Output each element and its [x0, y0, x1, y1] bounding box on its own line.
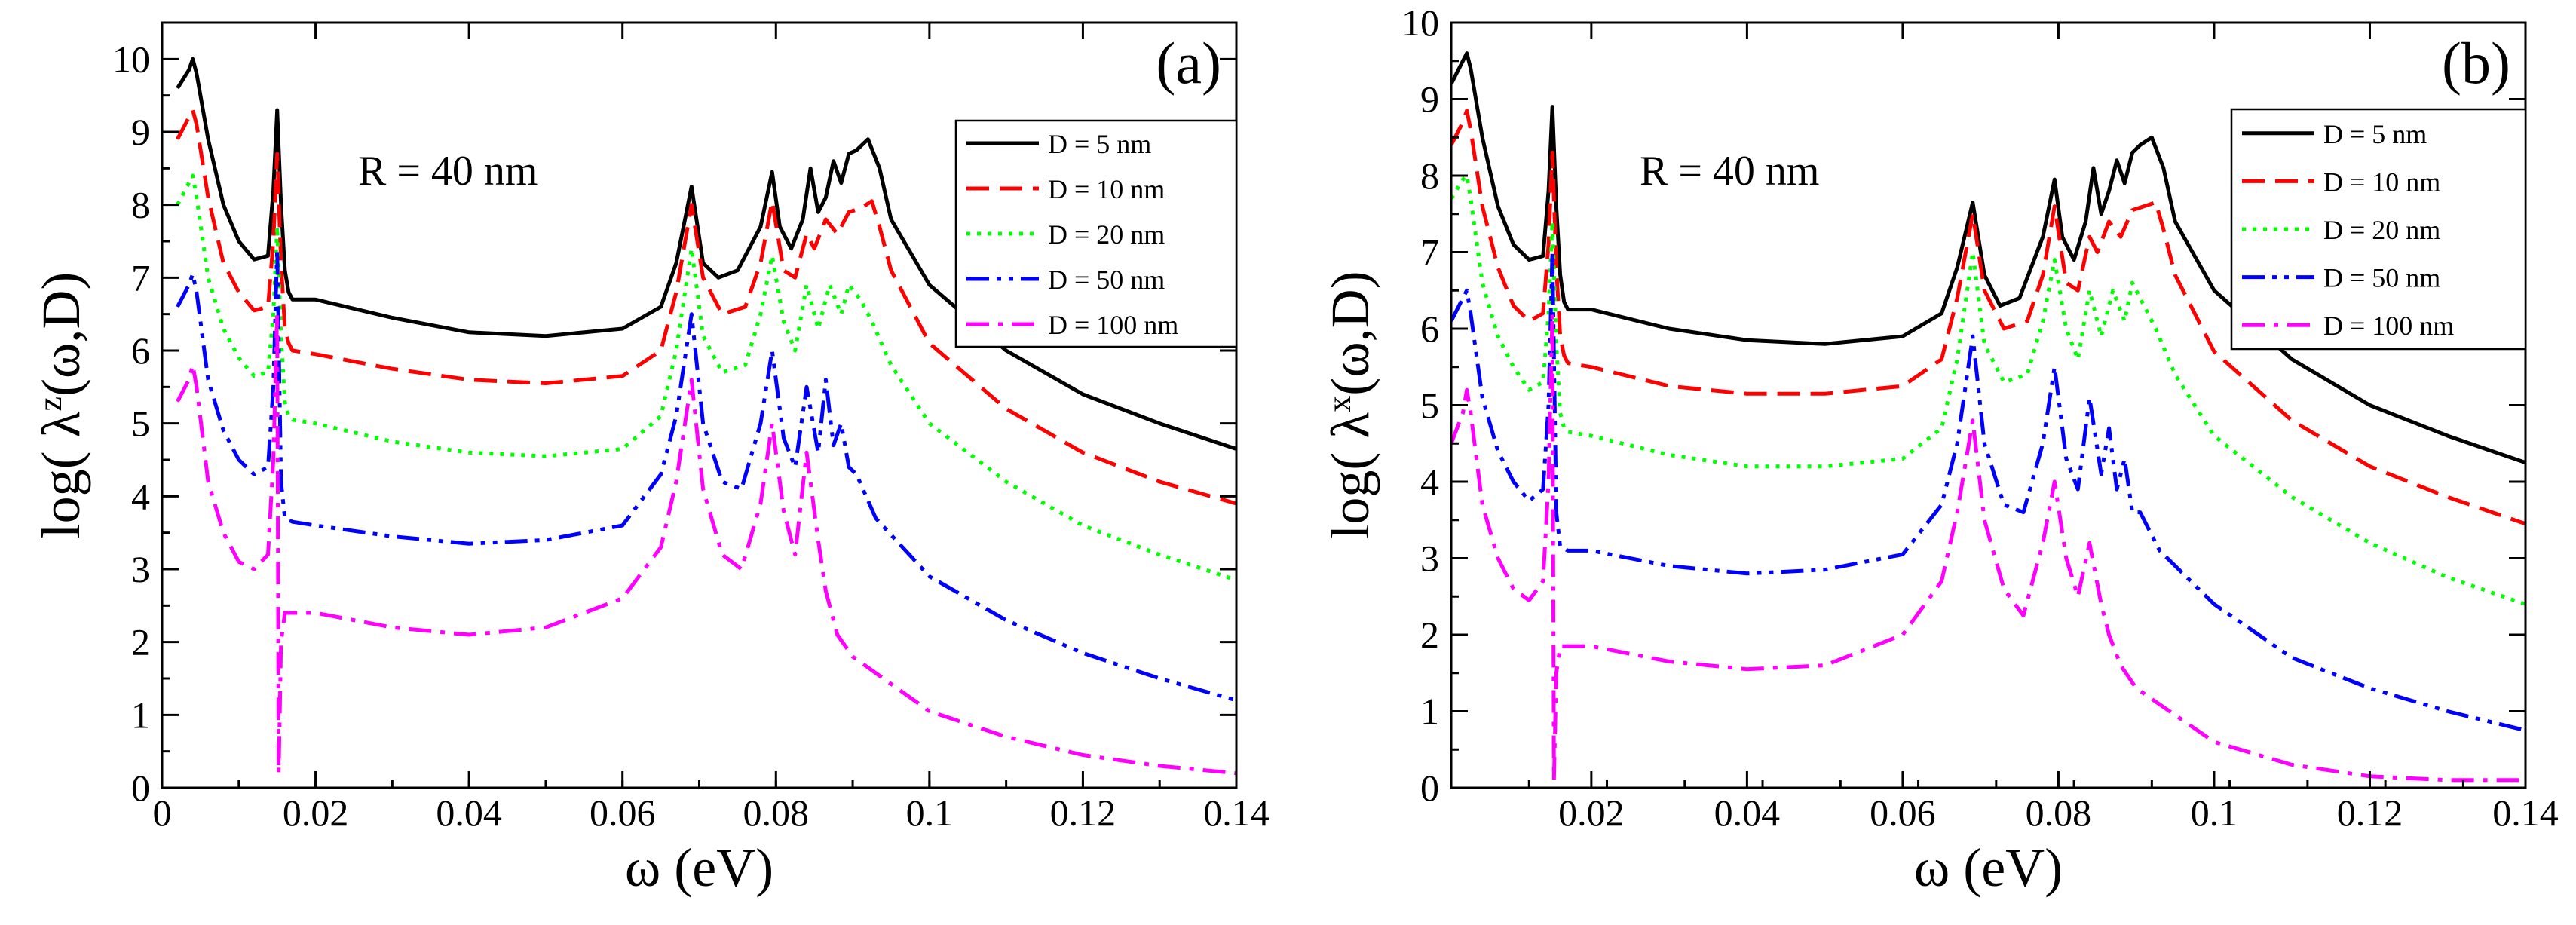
y-tick-label: 8	[131, 184, 150, 226]
legend-label: D = 100 nm	[1048, 310, 1178, 340]
x-tick-label: 0.12	[2337, 792, 2403, 834]
panel-label: (b)	[2442, 30, 2510, 96]
y-tick-label: 7	[131, 256, 150, 299]
x-tick-label: 0.12	[1050, 792, 1116, 834]
x-tick-label: 0.06	[590, 792, 656, 834]
y-tick-label: 9	[1420, 78, 1439, 121]
y-axis-title-tail: (ω,D)	[31, 272, 91, 397]
x-tick-label: 0.08	[2026, 792, 2092, 834]
series-line-4	[176, 247, 1236, 703]
y-axis-title-main: log( λ	[31, 411, 91, 538]
legend-label: D = 50 nm	[2323, 263, 2440, 293]
x-tick-label: 0.02	[1558, 792, 1625, 834]
series-line-5	[1451, 311, 2525, 783]
legend-label: D = 20 nm	[2323, 215, 2440, 245]
y-tick-label: 3	[131, 548, 150, 590]
y-axis-title-main: log( λ	[1320, 412, 1380, 540]
series-line-3	[176, 173, 1236, 582]
legend-label: D = 5 nm	[1048, 129, 1151, 159]
y-tick-label: 1	[1420, 691, 1439, 733]
y-axis-title-sup: x	[1321, 396, 1358, 412]
legend: D = 5 nm D = 10 nm D = 20 nm D = 50 nm D = 1…	[2230, 108, 2527, 351]
legend: D = 5 nm D = 10 nm D = 20 nm D = 50 nm D = 1…	[954, 119, 1238, 348]
x-tick-label: 0.14	[1203, 792, 1270, 834]
x-axis-title: ω (eV)	[1914, 838, 2063, 898]
y-axis-title: log( λz(ω,D)	[31, 272, 91, 539]
series-line-5	[176, 312, 1236, 776]
legend-label: D = 50 nm	[1048, 265, 1165, 295]
y-axis-title-sup: z	[32, 397, 69, 412]
y-tick-label: 0	[1420, 767, 1439, 809]
chart-panel-a: 0 0.02 0.04 0.06 0.08 0.1 0.12 0.14 0 1 2 3 4 5 6 7 8 9 10…	[31, 21, 1270, 898]
x-tick-label: 0.06	[1870, 792, 1936, 834]
series-line-1	[1451, 51, 2525, 464]
series-line-2	[1451, 109, 2525, 526]
y-tick-label: 6	[1420, 308, 1439, 350]
legend-label: D = 20 nm	[1048, 219, 1165, 250]
y-tick-label: 8	[1420, 155, 1439, 197]
y-axis-title: log( λx(ω,D)	[1320, 271, 1380, 539]
x-tick-label: 0	[153, 792, 172, 834]
series-line-4	[1451, 250, 2525, 733]
y-tick-label: 5	[131, 403, 150, 445]
y-tick-label: 10	[1401, 2, 1439, 44]
y-tick-label: 3	[1420, 538, 1439, 580]
x-tick-label: 0.1	[906, 792, 954, 834]
legend-label: D = 5 nm	[2323, 119, 2427, 149]
y-tick-label: 2	[131, 621, 150, 663]
legend-box	[2230, 108, 2527, 351]
panel-label: (a)	[1156, 30, 1221, 96]
y-tick-label: 9	[131, 111, 150, 153]
r-annotation: R = 40 nm	[358, 148, 538, 194]
y-tick-label: 1	[131, 694, 150, 736]
series-line-1	[176, 57, 1236, 451]
y-tick-label: 4	[1420, 461, 1439, 503]
legend-label: D = 10 nm	[1048, 174, 1165, 204]
legend-label: D = 10 nm	[2323, 167, 2440, 197]
legend-label: D = 100 nm	[2323, 311, 2454, 341]
x-tick-label: 0.14	[2492, 792, 2559, 834]
r-annotation: R = 40 nm	[1640, 148, 1820, 194]
x-tick-label: 0.04	[1714, 792, 1781, 834]
x-tick-label: 0.1	[2191, 792, 2238, 834]
x-tick-label: 0.02	[283, 792, 349, 834]
x-axis-title: ω (eV)	[625, 838, 773, 898]
y-axis-title-tail: (ω,D)	[1320, 271, 1380, 395]
x-tick-label: 0.04	[436, 792, 502, 834]
y-tick-label: 5	[1420, 384, 1439, 427]
y-tick-label: 4	[131, 475, 150, 517]
y-tick-label: 10	[112, 38, 150, 80]
y-tick-label: 7	[1420, 231, 1439, 274]
y-tick-label: 0	[131, 767, 150, 809]
series-line-3	[1451, 173, 2525, 606]
x-tick-label: 0.08	[743, 792, 810, 834]
chart-panel-b: 0.02 0.04 0.06 0.08 0.1 0.12 0.14012345678910 …	[1320, 2, 2559, 898]
series-line-2	[176, 108, 1236, 506]
y-tick-label: 2	[1420, 614, 1439, 656]
legend-box	[954, 119, 1238, 348]
y-tick-label: 6	[131, 329, 150, 372]
